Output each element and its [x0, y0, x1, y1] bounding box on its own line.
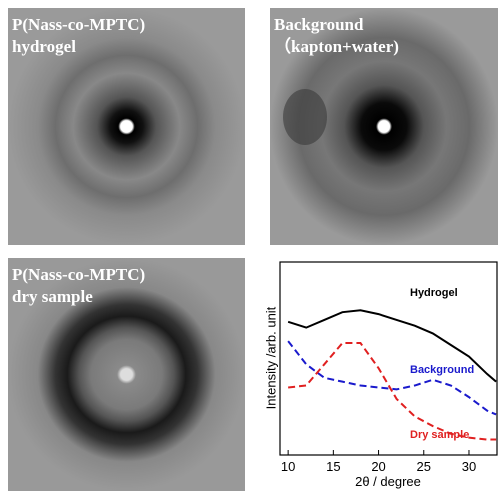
scattering-image	[8, 258, 245, 491]
series-line	[288, 342, 497, 441]
panel-label: P(Nass-co-MPTC)	[12, 265, 145, 284]
series-label: Dry sample	[410, 429, 469, 441]
scattering-image	[8, 8, 245, 245]
y-axis-label: Intensity /arb. unit	[263, 306, 278, 409]
x-tick-label: 15	[326, 459, 340, 474]
panel-label: P(Nass-co-MPTC)	[12, 15, 145, 34]
x-tick-label: 10	[281, 459, 295, 474]
panel-label: （kapton+water)	[274, 36, 399, 56]
panel-label: hydrogel	[12, 37, 76, 56]
x-tick-label: 30	[462, 459, 476, 474]
series-label: Hydrogel	[410, 287, 458, 299]
panel-label: Background	[274, 15, 364, 34]
plot-frame	[279, 261, 498, 456]
x-tick-label: 20	[371, 459, 385, 474]
series-line	[287, 309, 497, 383]
panel-label: dry sample	[12, 287, 93, 306]
x-tick-label: 25	[417, 459, 431, 474]
shadow	[283, 89, 327, 145]
series-line	[287, 340, 497, 416]
series-label: Background	[410, 364, 474, 376]
x-axis-label: 2θ / degree	[355, 474, 421, 489]
